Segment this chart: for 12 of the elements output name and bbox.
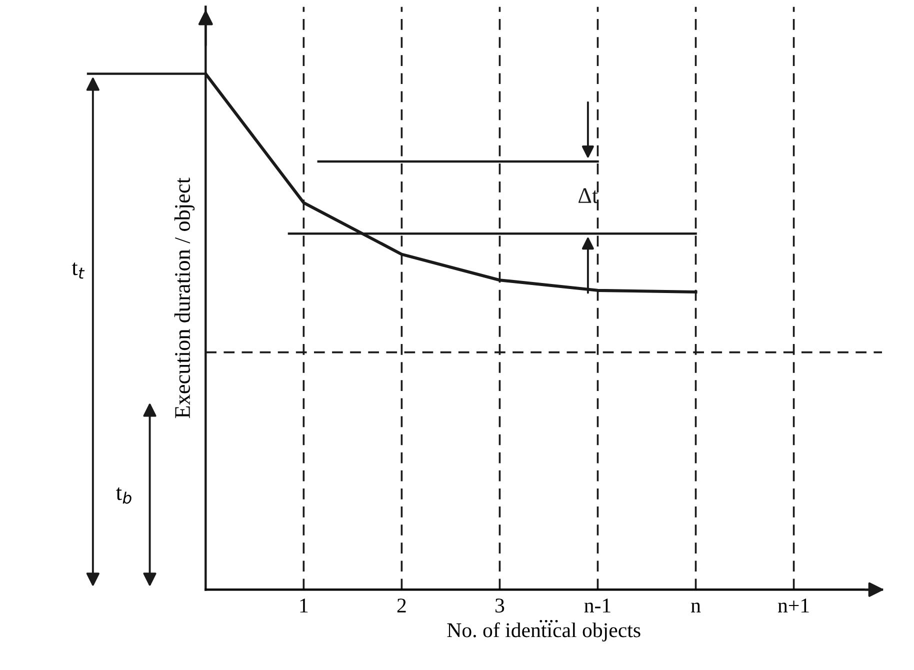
x-tick-label: n+1 [778, 598, 809, 612]
y-axis-title: Execution duration / object [174, 178, 195, 418]
ref-line-label: Δt [578, 188, 598, 204]
text: t$_{b}$ [116, 487, 132, 504]
x-tick-label: 3 [496, 598, 504, 613]
x-tick-label: n [691, 602, 701, 612]
x-tick-label: 1 [300, 598, 308, 612]
text: t$_{t}$ [72, 262, 85, 279]
text: .... [540, 620, 558, 622]
x-tick-label: 2 [397, 598, 406, 612]
x-axis-title: No. of identical objects [447, 622, 640, 642]
x-tick-label: n-1 [584, 598, 610, 612]
